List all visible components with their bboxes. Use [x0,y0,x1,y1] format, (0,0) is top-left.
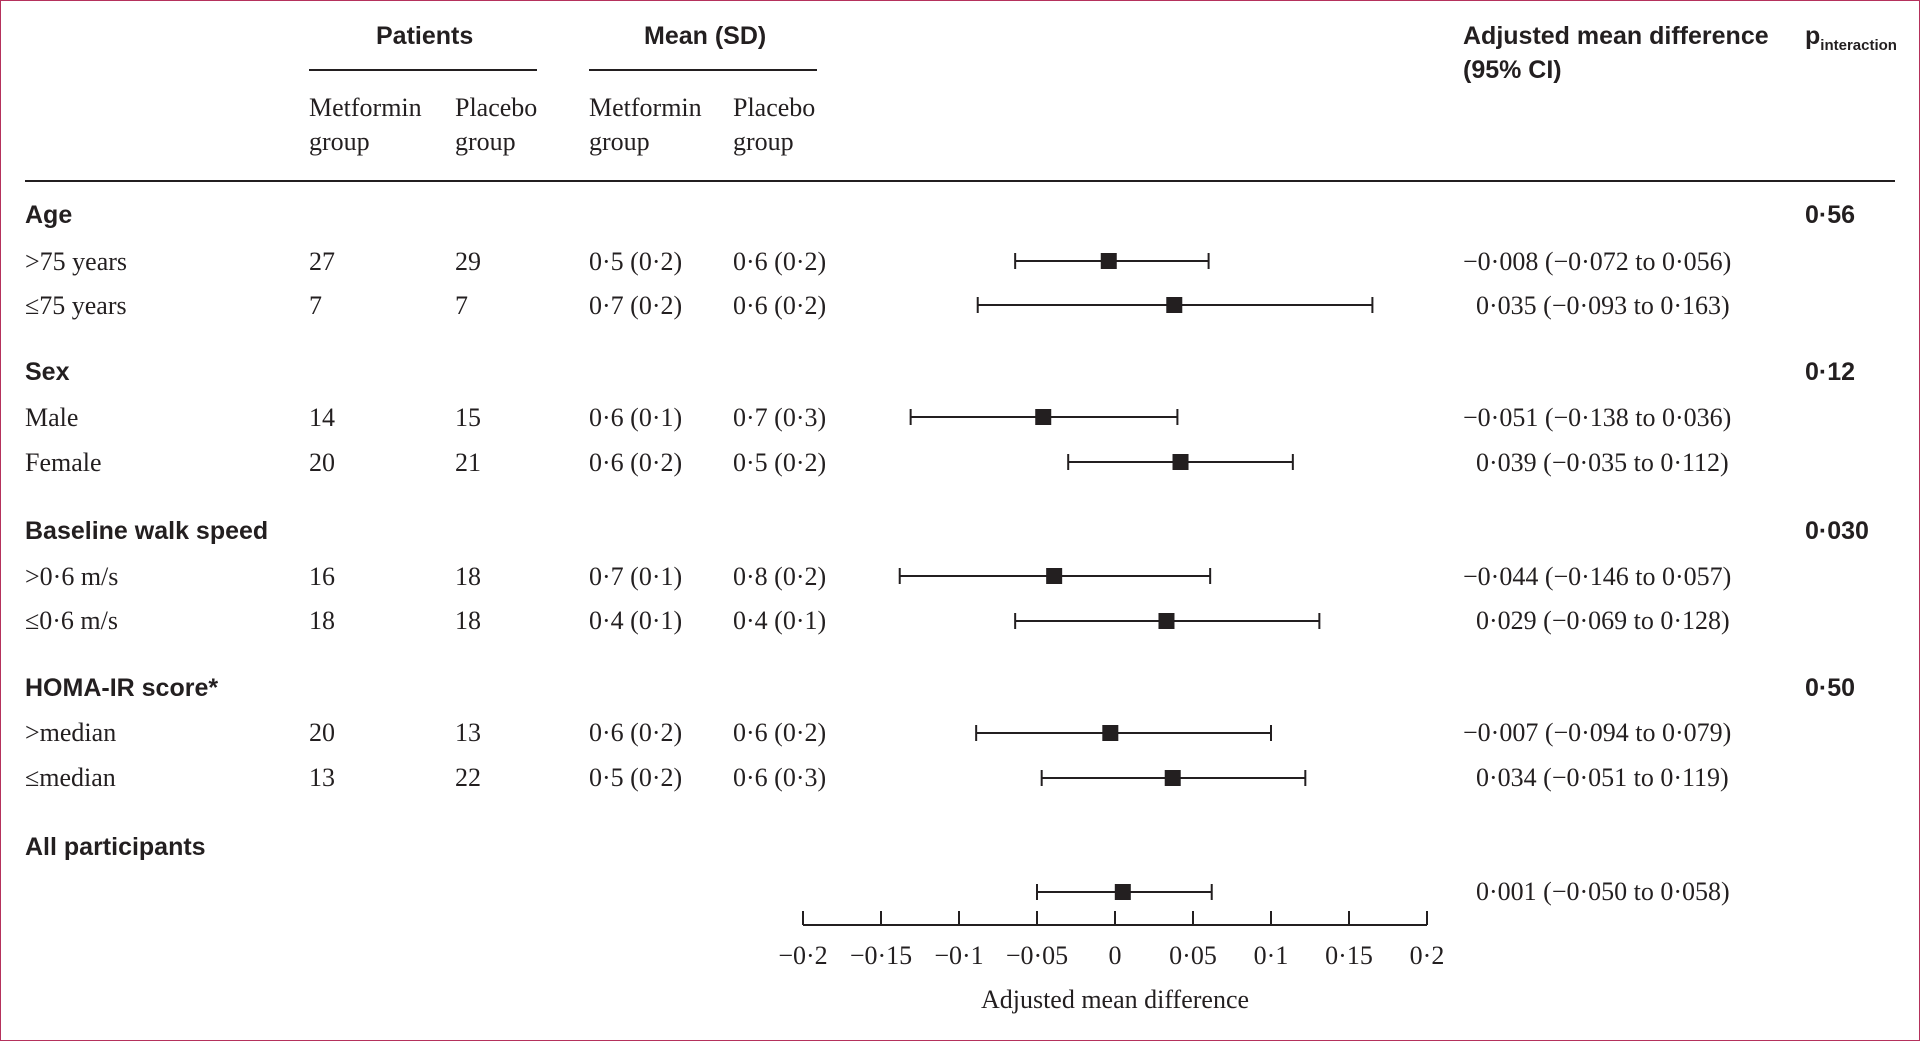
row-label: >median [25,718,117,747]
point-estimate [1102,725,1119,741]
ci-text: 0·035 (−0·093 to 0·163) [1476,291,1730,320]
header-patients-underline [309,69,537,71]
p-value-age: 0·56 [1805,201,1856,229]
mean-placebo: 0·6 (0·2) [733,247,827,276]
mean-metformin: 0·7 (0·2) [589,291,683,320]
x-tick-label: −0·1 [934,941,983,970]
x-tick-label: −0·15 [850,941,912,970]
x-tick-label: 0·2 [1410,941,1445,970]
section-label-homa-ir: HOMA-IR score* [25,674,219,702]
header-p-sub: interaction [1820,37,1897,54]
row-label: >75 years [25,247,128,276]
header-mean-metformin-l2: group [589,127,650,156]
ci-text: −0·044 (−0·146 to 0·057) [1463,562,1732,591]
section-label-sex: Sex [25,358,70,386]
header-divider [25,180,1895,182]
mean-placebo: 0·6 (0·2) [733,718,827,747]
header-n-metformin-l1: Metformin [309,93,422,122]
mean-placebo: 0·6 (0·2) [733,291,827,320]
mean-placebo: 0·5 (0·2) [733,448,827,477]
n-metformin: 7 [309,291,322,320]
point-estimate [1164,770,1181,786]
x-tick-label: 0·05 [1169,941,1217,970]
mean-placebo: 0·4 (0·1) [733,606,827,635]
n-placebo: 22 [455,763,481,792]
p-value-sex: 0·12 [1805,358,1856,386]
point-estimate [1035,409,1052,425]
n-placebo: 18 [455,606,481,635]
header-n-placebo-l2: group [455,127,516,156]
x-tick-label: −0·05 [1006,941,1068,970]
header-mean-sd-underline [589,69,817,71]
header-mean-placebo-l1: Placebo [733,93,816,122]
point-estimate [1100,253,1117,269]
ci-text: 0·029 (−0·069 to 0·128) [1476,606,1730,635]
mean-metformin: 0·6 (0·1) [589,403,683,432]
n-metformin: 20 [309,448,335,477]
n-metformin: 27 [309,247,335,276]
n-placebo: 13 [455,718,481,747]
ci-text: 0·001 (−0·050 to 0·058) [1476,877,1730,906]
header-mean-placebo-l2: group [733,127,794,156]
header-adjusted-diff-l1: Adjusted mean difference [1463,22,1769,50]
row-label: >0·6 m/s [25,562,119,591]
section-label-walk-speed: Baseline walk speed [25,517,269,545]
ci-text: 0·034 (−0·051 to 0·119) [1476,763,1729,792]
row-label: Male [25,403,79,432]
x-axis-label: Adjusted mean difference [981,985,1249,1014]
n-metformin: 18 [309,606,335,635]
ci-text: 0·039 (−0·035 to 0·112) [1476,448,1729,477]
x-tick-label: 0·15 [1325,941,1373,970]
mean-metformin: 0·5 (0·2) [589,763,683,792]
section-label-all-participants: All participants [25,833,206,861]
x-tick-label: −0·2 [778,941,827,970]
n-placebo: 18 [455,562,481,591]
n-placebo: 7 [455,291,468,320]
x-tick-label: 0 [1109,941,1122,970]
n-metformin: 20 [309,718,335,747]
point-estimate [1046,568,1063,584]
header-patients: Patients [376,22,474,50]
n-placebo: 29 [455,247,481,276]
header-p-main: p [1805,22,1821,50]
point-estimate [1114,884,1131,900]
point-estimate [1158,613,1175,629]
row-label: ≤75 years [25,291,127,320]
mean-placebo: 0·6 (0·3) [733,763,827,792]
point-estimate [1166,297,1183,313]
x-tick-label: 0·1 [1254,941,1289,970]
mean-metformin: 0·7 (0·1) [589,562,683,591]
mean-metformin: 0·5 (0·2) [589,247,683,276]
row-label: ≤0·6 m/s [25,606,118,635]
point-estimate [1172,454,1189,470]
n-placebo: 15 [455,403,481,432]
header-adjusted-diff-l2: (95% CI) [1463,56,1562,84]
p-value-homa-ir: 0·50 [1805,674,1856,702]
n-placebo: 21 [455,448,481,477]
mean-metformin: 0·6 (0·2) [589,718,683,747]
row-label: Female [25,448,102,477]
mean-placebo: 0·7 (0·3) [733,403,827,432]
p-value-walk-speed: 0·030 [1805,517,1869,545]
header-n-placebo-l1: Placebo [455,93,538,122]
mean-metformin: 0·4 (0·1) [589,606,683,635]
header-n-metformin-l2: group [309,127,370,156]
n-metformin: 16 [309,562,335,591]
row-label: ≤median [25,763,116,792]
header-mean-sd: Mean (SD) [644,22,767,50]
section-label-age: Age [25,201,73,229]
n-metformin: 14 [309,403,335,432]
header-p-interaction: pinteraction [1805,19,1897,57]
n-metformin: 13 [309,763,335,792]
ci-text: −0·007 (−0·094 to 0·079) [1463,718,1732,747]
ci-text: −0·051 (−0·138 to 0·036) [1463,403,1732,432]
mean-metformin: 0·6 (0·2) [589,448,683,477]
ci-text: −0·008 (−0·072 to 0·056) [1463,247,1732,276]
header-mean-metformin-l1: Metformin [589,93,702,122]
mean-placebo: 0·8 (0·2) [733,562,827,591]
